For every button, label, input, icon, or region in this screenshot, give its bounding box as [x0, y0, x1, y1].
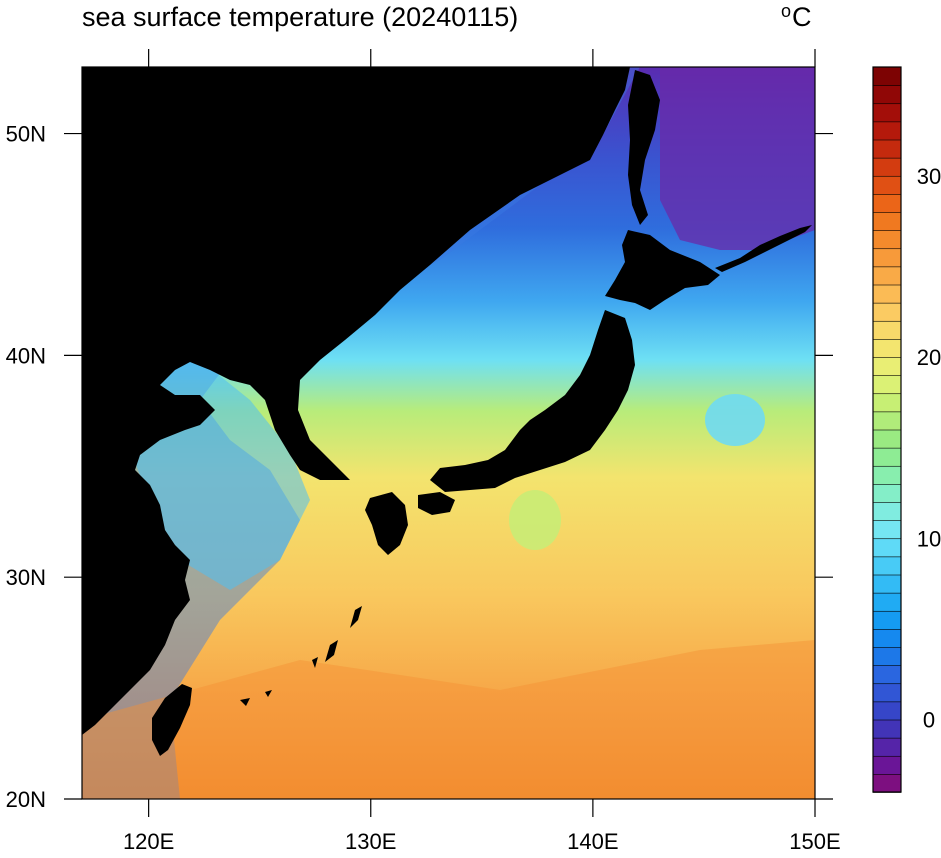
colorbar-segment — [872, 537, 902, 558]
y-tick-label: 20N — [6, 787, 46, 812]
map-frame — [81, 66, 816, 800]
colorbar-segment — [872, 592, 902, 612]
colorbar: 0 10 20 30 — [872, 66, 941, 793]
colorbar-segment — [872, 102, 902, 123]
colorbar-segment — [872, 229, 902, 250]
warm-band — [82, 640, 815, 799]
colorbar-label: 20 — [917, 345, 941, 370]
x-tick-label: 120E — [123, 829, 174, 854]
colorbar-segment — [872, 284, 902, 304]
colorbar-segment — [872, 121, 902, 141]
taiwan — [152, 684, 192, 756]
colorbar-segment — [872, 737, 902, 757]
x-tick-label: 150E — [789, 829, 840, 854]
shikoku — [418, 492, 455, 515]
colorbar-label: 10 — [917, 526, 941, 551]
colorbar-segment — [872, 374, 902, 395]
degree-symbol: o — [781, 1, 792, 21]
colorbar-segment — [872, 211, 902, 231]
colorbar-segment — [872, 628, 902, 648]
colorbar-segment — [872, 664, 902, 685]
colorbar-segment — [872, 392, 902, 413]
y-tick-label: 40N — [6, 343, 46, 368]
honshu — [430, 310, 635, 492]
colorbar-segment — [872, 247, 902, 268]
colorbar-label: 0 — [923, 708, 935, 733]
x-axis: 120E 130E 140E 150E — [123, 49, 841, 854]
y-axis: 20N 30N 40N 50N — [6, 122, 833, 812]
x-tick-label: 140E — [567, 829, 618, 854]
colorbar-segment — [872, 266, 902, 286]
colorbar-segment — [872, 465, 902, 485]
colorbar-segment — [872, 483, 902, 503]
colorbar-segment — [872, 574, 902, 594]
colorbar-label: 30 — [917, 164, 941, 189]
kuril-islands — [715, 225, 812, 272]
colorbar-segment — [872, 320, 902, 340]
colorbar-segment — [872, 701, 902, 721]
colorbar-segment — [872, 755, 902, 775]
cold-eddy — [705, 394, 765, 446]
kuroshio-eddy — [509, 490, 561, 550]
colorbar-segment — [872, 610, 902, 630]
colorbar-segment — [872, 501, 902, 521]
unit-label: oC — [781, 0, 812, 37]
colorbar-segment — [872, 429, 902, 449]
colorbar-segment — [872, 175, 902, 195]
colorbar-segment — [872, 773, 902, 793]
colorbar-segment — [872, 556, 902, 576]
colorbar-segment — [872, 302, 902, 322]
y-tick-label: 30N — [6, 565, 46, 590]
kyushu — [365, 492, 408, 555]
hokkaido — [605, 230, 720, 310]
colorbar-segment — [872, 447, 902, 467]
colorbar-segment — [872, 157, 902, 177]
x-tick-label: 130E — [345, 829, 396, 854]
colorbar-segment — [872, 356, 902, 376]
colorbar-segment — [872, 682, 902, 703]
colorbar-segment — [872, 719, 902, 739]
map-title: sea surface temperature (20240115) — [82, 2, 519, 32]
colorbar-segment — [872, 193, 902, 213]
asia-mainland — [82, 67, 630, 735]
colorbar-segment — [872, 84, 902, 105]
colorbar-segment — [872, 411, 902, 431]
sakhalin — [628, 70, 660, 225]
y-tick-label: 50N — [6, 122, 46, 147]
okhotsk-sea — [660, 67, 815, 250]
colorbar-segment — [872, 519, 902, 540]
colorbar-segment — [872, 66, 902, 86]
colorbar-segment — [872, 646, 902, 666]
colorbar-segment — [872, 139, 902, 159]
unit-letter: C — [792, 2, 812, 32]
colorbar-frame — [872, 66, 902, 793]
colorbar-segment — [872, 338, 902, 358]
